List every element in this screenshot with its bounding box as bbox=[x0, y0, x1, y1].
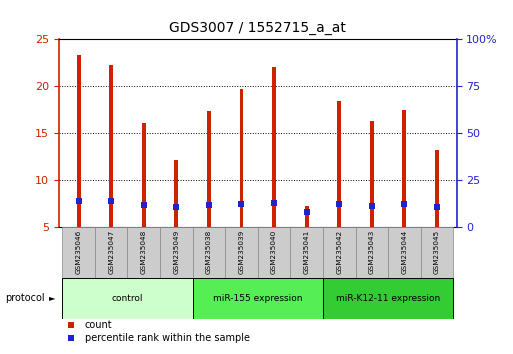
Bar bbox=[62, 278, 192, 319]
Bar bbox=[192, 227, 225, 278]
Bar bbox=[174, 160, 179, 227]
Bar bbox=[323, 227, 356, 278]
Bar bbox=[207, 111, 211, 227]
Bar bbox=[192, 278, 323, 319]
Text: GSM235039: GSM235039 bbox=[239, 230, 245, 274]
Text: percentile rank within the sample: percentile rank within the sample bbox=[85, 333, 250, 343]
Text: GSM235048: GSM235048 bbox=[141, 230, 147, 274]
Bar bbox=[272, 67, 276, 227]
Bar bbox=[109, 65, 113, 227]
Text: protocol: protocol bbox=[5, 293, 45, 303]
Text: GSM235042: GSM235042 bbox=[336, 230, 342, 274]
Bar bbox=[356, 227, 388, 278]
Bar bbox=[435, 150, 439, 227]
Text: GSM235041: GSM235041 bbox=[304, 230, 310, 274]
Bar bbox=[240, 88, 244, 227]
Text: control: control bbox=[112, 294, 143, 303]
Text: GSM235045: GSM235045 bbox=[434, 230, 440, 274]
Text: GSM235049: GSM235049 bbox=[173, 230, 180, 274]
Bar bbox=[338, 101, 341, 227]
Bar bbox=[421, 227, 453, 278]
Bar bbox=[160, 227, 192, 278]
Text: GSM235047: GSM235047 bbox=[108, 230, 114, 274]
Bar bbox=[225, 227, 258, 278]
Bar bbox=[388, 227, 421, 278]
Bar bbox=[258, 227, 290, 278]
Bar bbox=[370, 121, 374, 227]
Bar bbox=[62, 227, 95, 278]
Bar bbox=[290, 227, 323, 278]
Text: GSM235046: GSM235046 bbox=[75, 230, 82, 274]
Text: GSM235043: GSM235043 bbox=[369, 230, 375, 274]
Text: GSM235044: GSM235044 bbox=[402, 230, 407, 274]
Bar bbox=[323, 278, 453, 319]
Bar bbox=[127, 227, 160, 278]
Bar bbox=[95, 227, 127, 278]
Text: ►: ► bbox=[49, 293, 55, 303]
Bar bbox=[76, 55, 81, 227]
Bar bbox=[305, 206, 309, 227]
Bar bbox=[403, 110, 406, 227]
Text: GSM235038: GSM235038 bbox=[206, 230, 212, 274]
Text: miR-K12-11 expression: miR-K12-11 expression bbox=[336, 294, 440, 303]
Text: GSM235040: GSM235040 bbox=[271, 230, 277, 274]
Text: miR-155 expression: miR-155 expression bbox=[213, 294, 303, 303]
Text: count: count bbox=[85, 320, 112, 330]
Bar bbox=[142, 124, 146, 227]
Title: GDS3007 / 1552715_a_at: GDS3007 / 1552715_a_at bbox=[169, 21, 346, 35]
